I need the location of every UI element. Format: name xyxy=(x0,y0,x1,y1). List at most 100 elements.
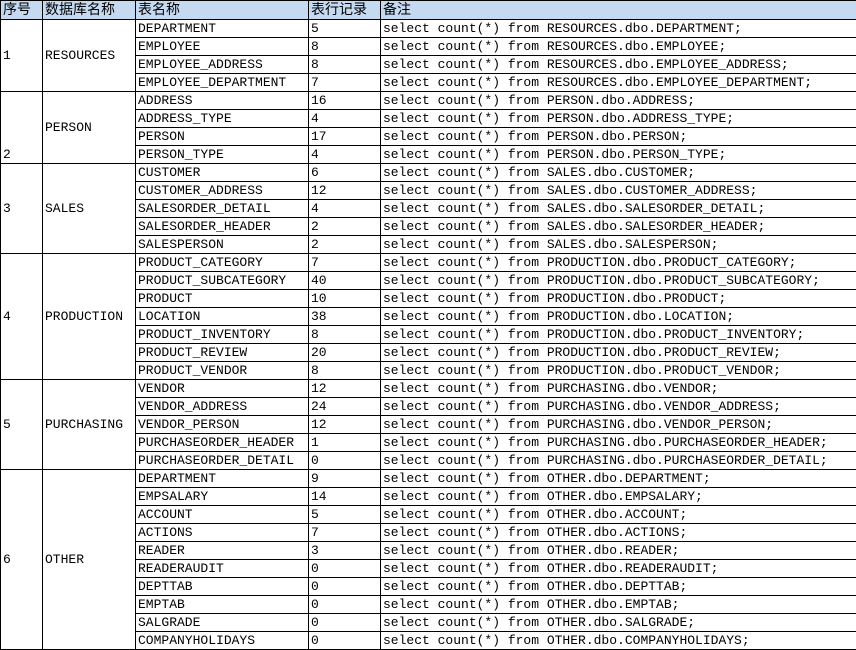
note-cell[interactable]: select count(*) from RESOURCES.dbo.EMPLO… xyxy=(381,38,856,56)
note-cell[interactable]: select count(*) from SALES.dbo.SALESORDE… xyxy=(381,218,856,236)
note-cell[interactable]: select count(*) from PERSON.dbo.PERSON_T… xyxy=(381,146,856,164)
table-name-cell[interactable]: EMPTAB xyxy=(136,596,309,614)
header-row-count[interactable]: 表行记录 xyxy=(309,1,381,20)
note-cell[interactable]: select count(*) from PRODUCTION.dbo.PROD… xyxy=(381,362,856,380)
table-name-cell[interactable]: DEPARTMENT xyxy=(136,470,309,488)
note-cell[interactable]: select count(*) from PRODUCTION.dbo.PROD… xyxy=(381,344,856,362)
table-name-cell[interactable]: READERAUDIT xyxy=(136,560,309,578)
note-cell[interactable]: select count(*) from PRODUCTION.dbo.LOCA… xyxy=(381,308,856,326)
table-name-cell[interactable]: SALESPERSON xyxy=(136,236,309,254)
note-cell[interactable]: select count(*) from OTHER.dbo.READER; xyxy=(381,542,856,560)
note-cell[interactable]: select count(*) from OTHER.dbo.READERAUD… xyxy=(381,560,856,578)
header-database-name[interactable]: 数据库名称 xyxy=(43,1,136,20)
note-cell[interactable]: select count(*) from SALES.dbo.CUSTOMER_… xyxy=(381,182,856,200)
table-name-cell[interactable]: VENDOR_PERSON xyxy=(136,416,309,434)
database-name-cell[interactable]: RESOURCES xyxy=(43,20,136,92)
table-name-cell[interactable]: ACCOUNT xyxy=(136,506,309,524)
seq-cell[interactable]: 5 xyxy=(1,380,43,470)
database-name-cell[interactable]: PURCHASING xyxy=(43,380,136,470)
row-count-cell[interactable]: 7 xyxy=(309,524,381,542)
database-name-cell[interactable]: PERSON xyxy=(43,92,136,164)
note-cell[interactable]: select count(*) from OTHER.dbo.SALGRADE; xyxy=(381,614,856,632)
note-cell[interactable]: select count(*) from PRODUCTION.dbo.PROD… xyxy=(381,326,856,344)
note-cell[interactable]: select count(*) from PURCHASING.dbo.VEND… xyxy=(381,380,856,398)
table-name-cell[interactable]: SALESORDER_HEADER xyxy=(136,218,309,236)
note-cell[interactable]: select count(*) from OTHER.dbo.DEPARTMEN… xyxy=(381,470,856,488)
note-cell[interactable]: select count(*) from RESOURCES.dbo.EMPLO… xyxy=(381,56,856,74)
table-name-cell[interactable]: SALGRADE xyxy=(136,614,309,632)
table-name-cell[interactable]: EMPSALARY xyxy=(136,488,309,506)
table-name-cell[interactable]: ADDRESS_TYPE xyxy=(136,110,309,128)
table-name-cell[interactable]: VENDOR_ADDRESS xyxy=(136,398,309,416)
row-count-cell[interactable]: 2 xyxy=(309,236,381,254)
note-cell[interactable]: select count(*) from OTHER.dbo.COMPANYHO… xyxy=(381,632,856,650)
table-name-cell[interactable]: PRODUCT_INVENTORY xyxy=(136,326,309,344)
table-name-cell[interactable]: PRODUCT_CATEGORY xyxy=(136,254,309,272)
row-count-cell[interactable]: 6 xyxy=(309,164,381,182)
row-count-cell[interactable]: 9 xyxy=(309,470,381,488)
row-count-cell[interactable]: 4 xyxy=(309,110,381,128)
row-count-cell[interactable]: 7 xyxy=(309,74,381,92)
table-name-cell[interactable]: PERSON_TYPE xyxy=(136,146,309,164)
note-cell[interactable]: select count(*) from PERSON.dbo.ADDRESS_… xyxy=(381,110,856,128)
database-name-cell[interactable]: OTHER xyxy=(43,470,136,650)
table-name-cell[interactable]: CUSTOMER_ADDRESS xyxy=(136,182,309,200)
table-name-cell[interactable]: ACTIONS xyxy=(136,524,309,542)
row-count-cell[interactable]: 1 xyxy=(309,434,381,452)
row-count-cell[interactable]: 38 xyxy=(309,308,381,326)
row-count-cell[interactable]: 5 xyxy=(309,506,381,524)
note-cell[interactable]: select count(*) from RESOURCES.dbo.DEPAR… xyxy=(381,20,856,38)
row-count-cell[interactable]: 5 xyxy=(309,20,381,38)
row-count-cell[interactable]: 0 xyxy=(309,578,381,596)
row-count-cell[interactable]: 4 xyxy=(309,200,381,218)
note-cell[interactable]: select count(*) from SALES.dbo.SALESPERS… xyxy=(381,236,856,254)
table-name-cell[interactable]: ADDRESS xyxy=(136,92,309,110)
table-name-cell[interactable]: PURCHASEORDER_HEADER xyxy=(136,434,309,452)
row-count-cell[interactable]: 0 xyxy=(309,596,381,614)
table-name-cell[interactable]: COMPANYHOLIDAYS xyxy=(136,632,309,650)
note-cell[interactable]: select count(*) from OTHER.dbo.EMPSALARY… xyxy=(381,488,856,506)
seq-cell[interactable]: 1 xyxy=(1,20,43,92)
note-cell[interactable]: select count(*) from PURCHASING.dbo.PURC… xyxy=(381,434,856,452)
note-cell[interactable]: select count(*) from PERSON.dbo.ADDRESS; xyxy=(381,92,856,110)
row-count-cell[interactable]: 0 xyxy=(309,452,381,470)
row-count-cell[interactable]: 14 xyxy=(309,488,381,506)
note-cell[interactable]: select count(*) from PURCHASING.dbo.VEND… xyxy=(381,416,856,434)
row-count-cell[interactable]: 0 xyxy=(309,614,381,632)
header-table-name[interactable]: 表名称 xyxy=(136,1,309,20)
table-name-cell[interactable]: DEPTTAB xyxy=(136,578,309,596)
row-count-cell[interactable]: 24 xyxy=(309,398,381,416)
note-cell[interactable]: select count(*) from OTHER.dbo.ACCOUNT; xyxy=(381,506,856,524)
row-count-cell[interactable]: 12 xyxy=(309,416,381,434)
database-name-cell[interactable]: PRODUCTION xyxy=(43,254,136,380)
seq-cell[interactable]: 4 xyxy=(1,254,43,380)
row-count-cell[interactable]: 2 xyxy=(309,218,381,236)
note-cell[interactable]: select count(*) from PRODUCTION.dbo.PROD… xyxy=(381,254,856,272)
note-cell[interactable]: select count(*) from PRODUCTION.dbo.PROD… xyxy=(381,272,856,290)
table-name-cell[interactable]: PRODUCT_REVIEW xyxy=(136,344,309,362)
note-cell[interactable]: select count(*) from PURCHASING.dbo.PURC… xyxy=(381,452,856,470)
table-name-cell[interactable]: PRODUCT xyxy=(136,290,309,308)
row-count-cell[interactable]: 7 xyxy=(309,254,381,272)
table-name-cell[interactable]: EMPLOYEE_ADDRESS xyxy=(136,56,309,74)
row-count-cell[interactable]: 4 xyxy=(309,146,381,164)
table-name-cell[interactable]: SALESORDER_DETAIL xyxy=(136,200,309,218)
row-count-cell[interactable]: 17 xyxy=(309,128,381,146)
database-name-cell[interactable]: SALES xyxy=(43,164,136,254)
table-name-cell[interactable]: CUSTOMER xyxy=(136,164,309,182)
table-name-cell[interactable]: PRODUCT_SUBCATEGORY xyxy=(136,272,309,290)
table-name-cell[interactable]: DEPARTMENT xyxy=(136,20,309,38)
note-cell[interactable]: select count(*) from OTHER.dbo.EMPTAB; xyxy=(381,596,856,614)
note-cell[interactable]: select count(*) from RESOURCES.dbo.EMPLO… xyxy=(381,74,856,92)
table-name-cell[interactable]: PRODUCT_VENDOR xyxy=(136,362,309,380)
row-count-cell[interactable]: 10 xyxy=(309,290,381,308)
note-cell[interactable]: select count(*) from OTHER.dbo.ACTIONS; xyxy=(381,524,856,542)
row-count-cell[interactable]: 8 xyxy=(309,38,381,56)
note-cell[interactable]: select count(*) from SALES.dbo.CUSTOMER; xyxy=(381,164,856,182)
table-name-cell[interactable]: PERSON xyxy=(136,128,309,146)
row-count-cell[interactable]: 12 xyxy=(309,380,381,398)
row-count-cell[interactable]: 20 xyxy=(309,344,381,362)
table-name-cell[interactable]: READER xyxy=(136,542,309,560)
row-count-cell[interactable]: 40 xyxy=(309,272,381,290)
table-name-cell[interactable]: LOCATION xyxy=(136,308,309,326)
